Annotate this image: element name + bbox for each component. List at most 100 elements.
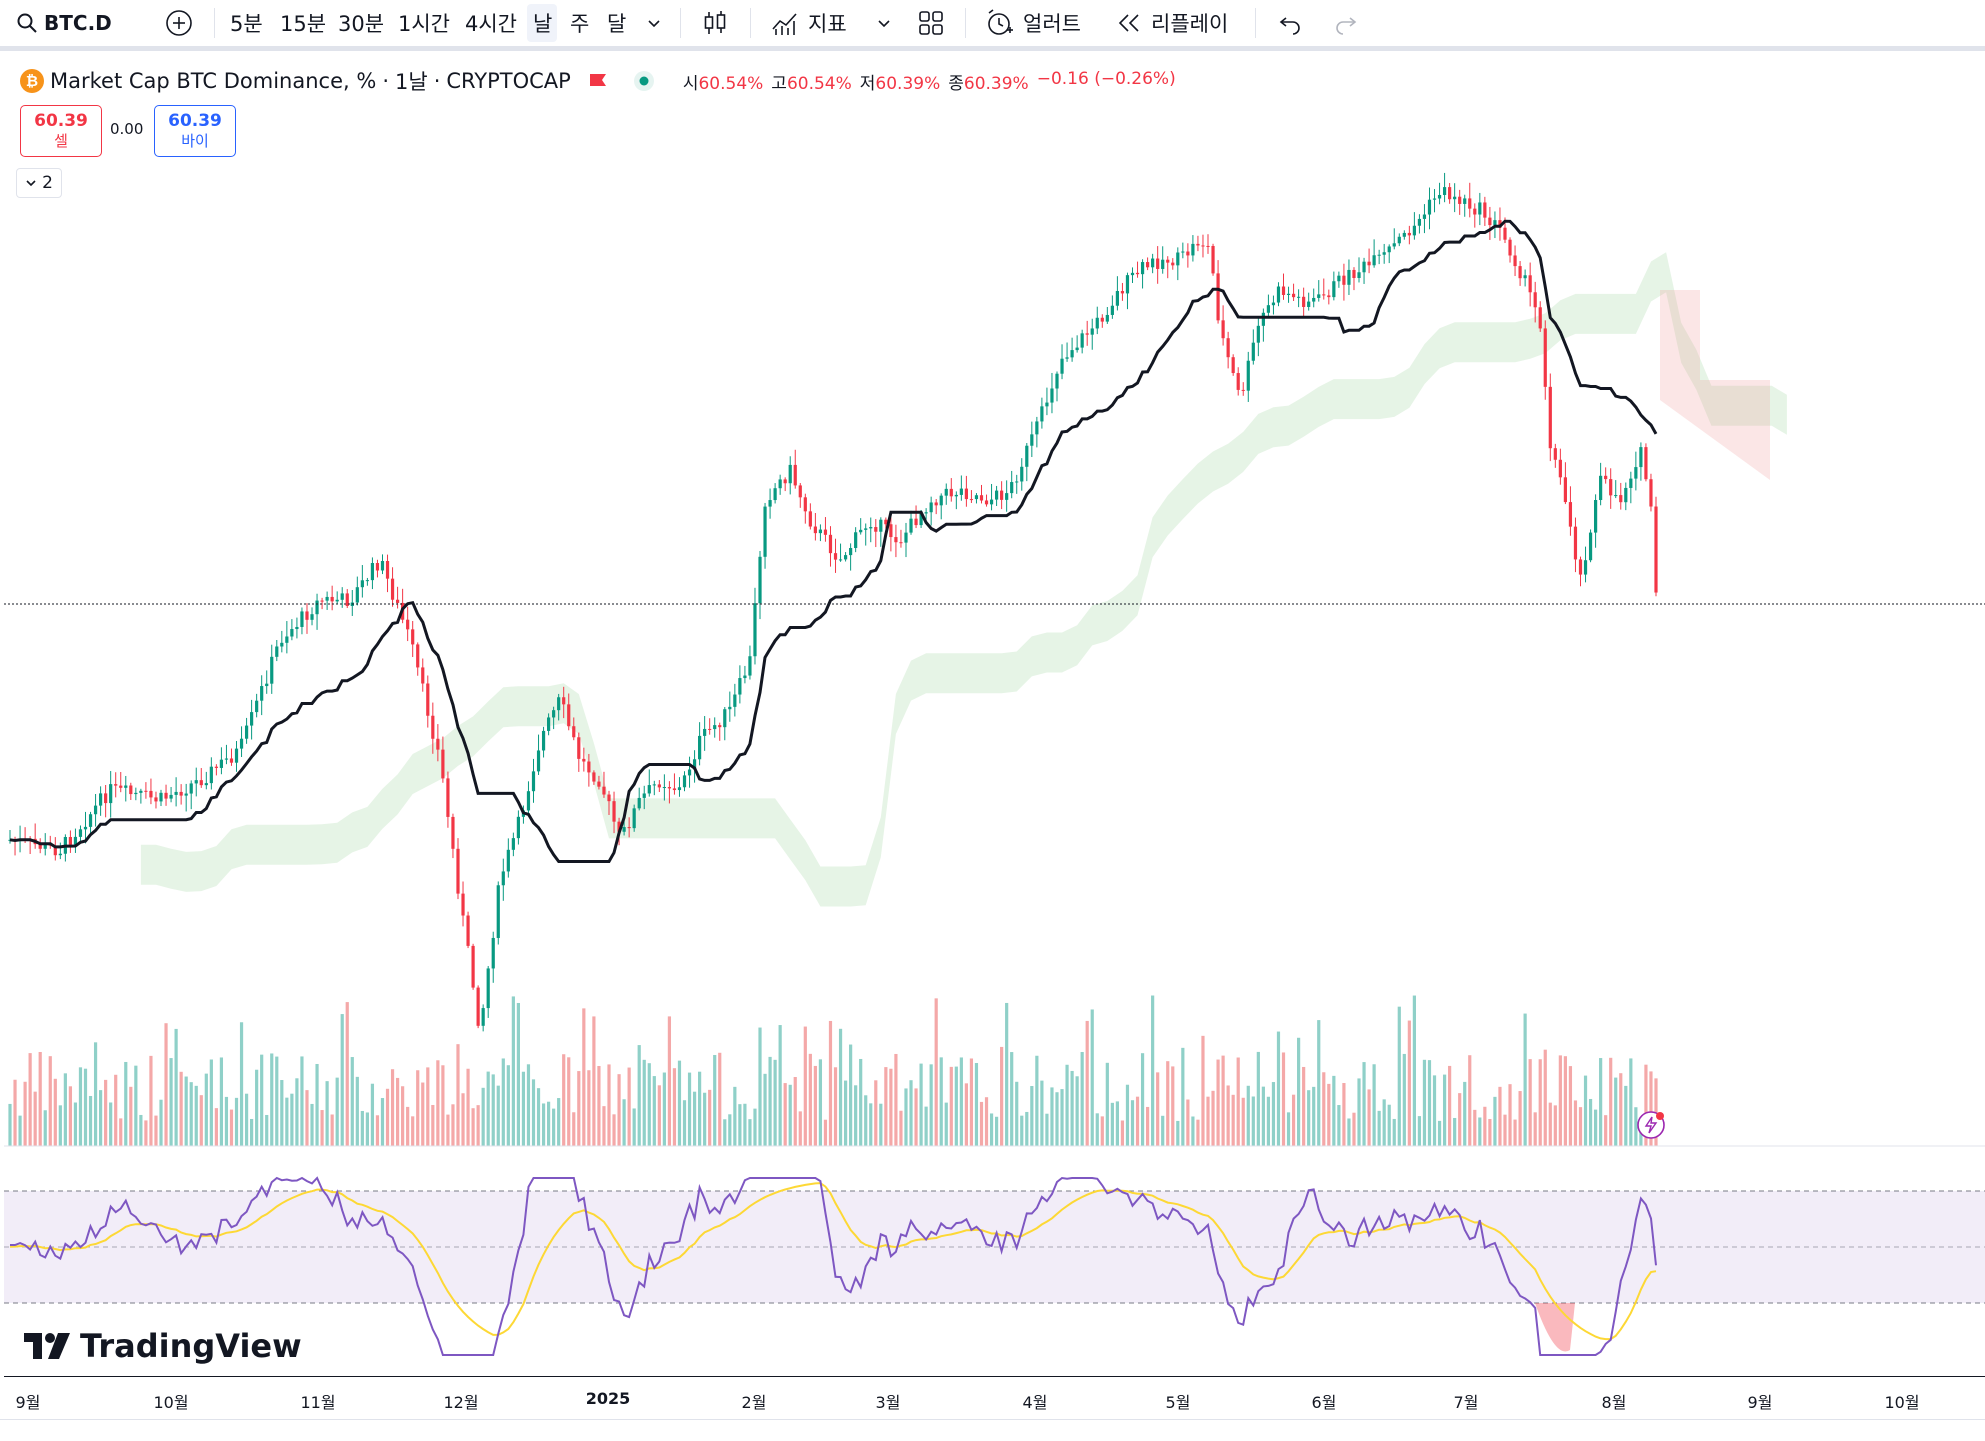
volume-bar xyxy=(728,1114,732,1146)
volume-bar xyxy=(662,1072,666,1146)
volume-bar xyxy=(255,1069,259,1146)
candle-body xyxy=(305,611,309,620)
volume-bar xyxy=(1412,995,1416,1146)
volume-bar xyxy=(199,1095,203,1146)
volume-bar xyxy=(1528,1059,1532,1146)
candle-body xyxy=(788,464,792,484)
candle-body xyxy=(1030,434,1034,446)
volume-bar xyxy=(1382,1099,1386,1146)
legend-title[interactable]: Market Cap BTC Dominance, % xyxy=(50,69,377,93)
volume-bar xyxy=(1442,1074,1447,1146)
candle-body xyxy=(345,593,349,606)
candle-body xyxy=(395,599,400,603)
price-chart-svg[interactable] xyxy=(4,51,1985,1440)
indicators-collapse-button[interactable]: 2 xyxy=(16,168,62,198)
interval-15m[interactable]: 15분 xyxy=(280,12,327,36)
compare-button[interactable] xyxy=(165,0,193,46)
candle-body xyxy=(1498,220,1502,228)
candle-body xyxy=(355,587,359,603)
volume-bar xyxy=(1488,1118,1492,1146)
undo-button[interactable] xyxy=(1278,0,1302,46)
rewind-icon xyxy=(1118,14,1139,32)
chart-pane[interactable] xyxy=(4,51,1985,1440)
flash-alert-icon[interactable] xyxy=(1636,1110,1666,1144)
interval-dropdown[interactable] xyxy=(646,0,662,46)
indicators-button[interactable]: 지표 xyxy=(770,0,847,46)
alert-button[interactable]: 얼러트 xyxy=(985,0,1081,46)
candle-body xyxy=(280,642,284,647)
interval-30m[interactable]: 30분 xyxy=(338,12,385,36)
volume-bar xyxy=(1176,1120,1180,1146)
volume-bar xyxy=(1322,1072,1326,1146)
candle-body xyxy=(285,636,289,643)
volume-bar xyxy=(919,1063,923,1146)
volume-bar xyxy=(174,1028,178,1146)
candle-body xyxy=(315,600,319,615)
candle-body xyxy=(134,792,138,795)
candle-body xyxy=(516,816,520,839)
candle-body xyxy=(1629,478,1633,488)
time-axis[interactable]: 9월 10월 11월 12월 2025 2월 3월 4월 5월 6월 7월 8월… xyxy=(4,1376,1985,1419)
candle-body xyxy=(159,792,163,802)
tradingview-logo[interactable]: TradingView xyxy=(24,1326,302,1366)
volume-bar xyxy=(224,1096,229,1146)
candle-body xyxy=(687,769,692,776)
candle-body xyxy=(783,479,787,484)
symbol-search-button[interactable]: BTC.D xyxy=(16,0,112,46)
candle-body xyxy=(1518,266,1522,279)
candle-body xyxy=(1050,388,1054,403)
candle-body xyxy=(1080,333,1084,348)
spread-value: 0.00 xyxy=(110,120,144,138)
x-tick-label: 3월 xyxy=(875,1393,901,1412)
candle-body xyxy=(582,758,586,762)
volume-bar xyxy=(541,1103,546,1146)
interval-month[interactable]: 달 xyxy=(607,12,627,36)
candle-body xyxy=(436,738,440,750)
chevron-down-icon xyxy=(878,20,890,28)
volume-bar xyxy=(1196,1119,1200,1146)
volume-bar xyxy=(1332,1075,1336,1146)
volume-bar xyxy=(627,1067,631,1146)
interval-week[interactable]: 주 xyxy=(570,12,590,36)
volume-bar xyxy=(13,1079,17,1146)
candle-body xyxy=(260,686,264,701)
interval-4h[interactable]: 4시간 xyxy=(465,12,518,36)
interval-5m[interactable]: 5분 xyxy=(230,12,263,36)
layouts-button[interactable] xyxy=(918,0,944,46)
buy-button[interactable]: 60.39 바이 xyxy=(154,105,236,157)
candle-body xyxy=(88,814,93,827)
volume-bar xyxy=(496,1085,500,1146)
volume-bar xyxy=(1503,1114,1507,1146)
volume-bar xyxy=(889,1068,893,1146)
sell-button[interactable]: 60.39 셀 xyxy=(20,105,102,157)
volume-bar xyxy=(1206,1096,1210,1146)
indicators-label: 지표 xyxy=(808,12,847,36)
redo-button[interactable] xyxy=(1334,0,1358,46)
candle-body xyxy=(1161,259,1165,269)
search-icon xyxy=(17,13,37,33)
volume-bar xyxy=(1181,1047,1185,1146)
volume-bar xyxy=(1105,1062,1109,1146)
candle-body xyxy=(506,849,510,872)
interval-1h[interactable]: 1시간 xyxy=(398,12,451,36)
candle-body xyxy=(823,529,828,535)
candle-body xyxy=(375,563,380,571)
volume-bar xyxy=(1040,1080,1044,1146)
volume-bar xyxy=(1634,1107,1638,1146)
candle-body xyxy=(1276,286,1281,303)
candle-body xyxy=(1332,281,1336,298)
candle-body xyxy=(874,527,878,532)
candles-icon xyxy=(704,11,726,34)
chart-type-button[interactable] xyxy=(702,0,728,46)
candle-body xyxy=(1377,254,1381,256)
candle-body xyxy=(300,611,304,627)
volume-bar xyxy=(365,1112,369,1146)
volume-bar xyxy=(290,1093,294,1146)
replay-button[interactable]: 리플레이 xyxy=(1115,0,1228,46)
volume-bar xyxy=(773,1059,777,1146)
volume-bar xyxy=(1025,1111,1029,1146)
indicators-dropdown[interactable] xyxy=(876,0,892,46)
volume-bar xyxy=(1246,1085,1250,1146)
candle-body xyxy=(1523,275,1527,279)
interval-day[interactable]: 날 xyxy=(533,12,553,36)
